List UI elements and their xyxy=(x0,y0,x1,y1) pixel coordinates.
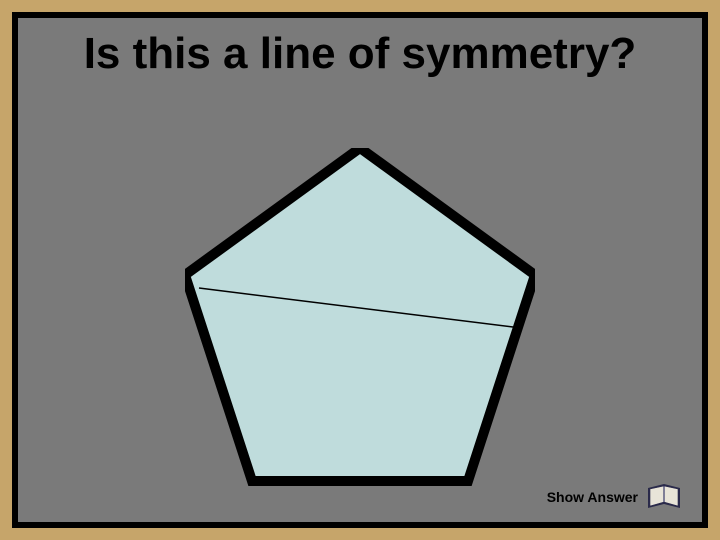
slide-frame: Is this a line of symmetry? Show Answer xyxy=(12,12,708,528)
pentagon-svg xyxy=(185,148,535,488)
show-answer-label: Show Answer xyxy=(547,489,638,505)
question-text: Is this a line of symmetry? xyxy=(18,30,702,78)
show-answer-button[interactable]: Show Answer xyxy=(547,482,684,512)
book-icon xyxy=(644,482,684,512)
pentagon-diagram xyxy=(185,148,535,493)
outer-frame: Is this a line of symmetry? Show Answer xyxy=(0,0,720,540)
